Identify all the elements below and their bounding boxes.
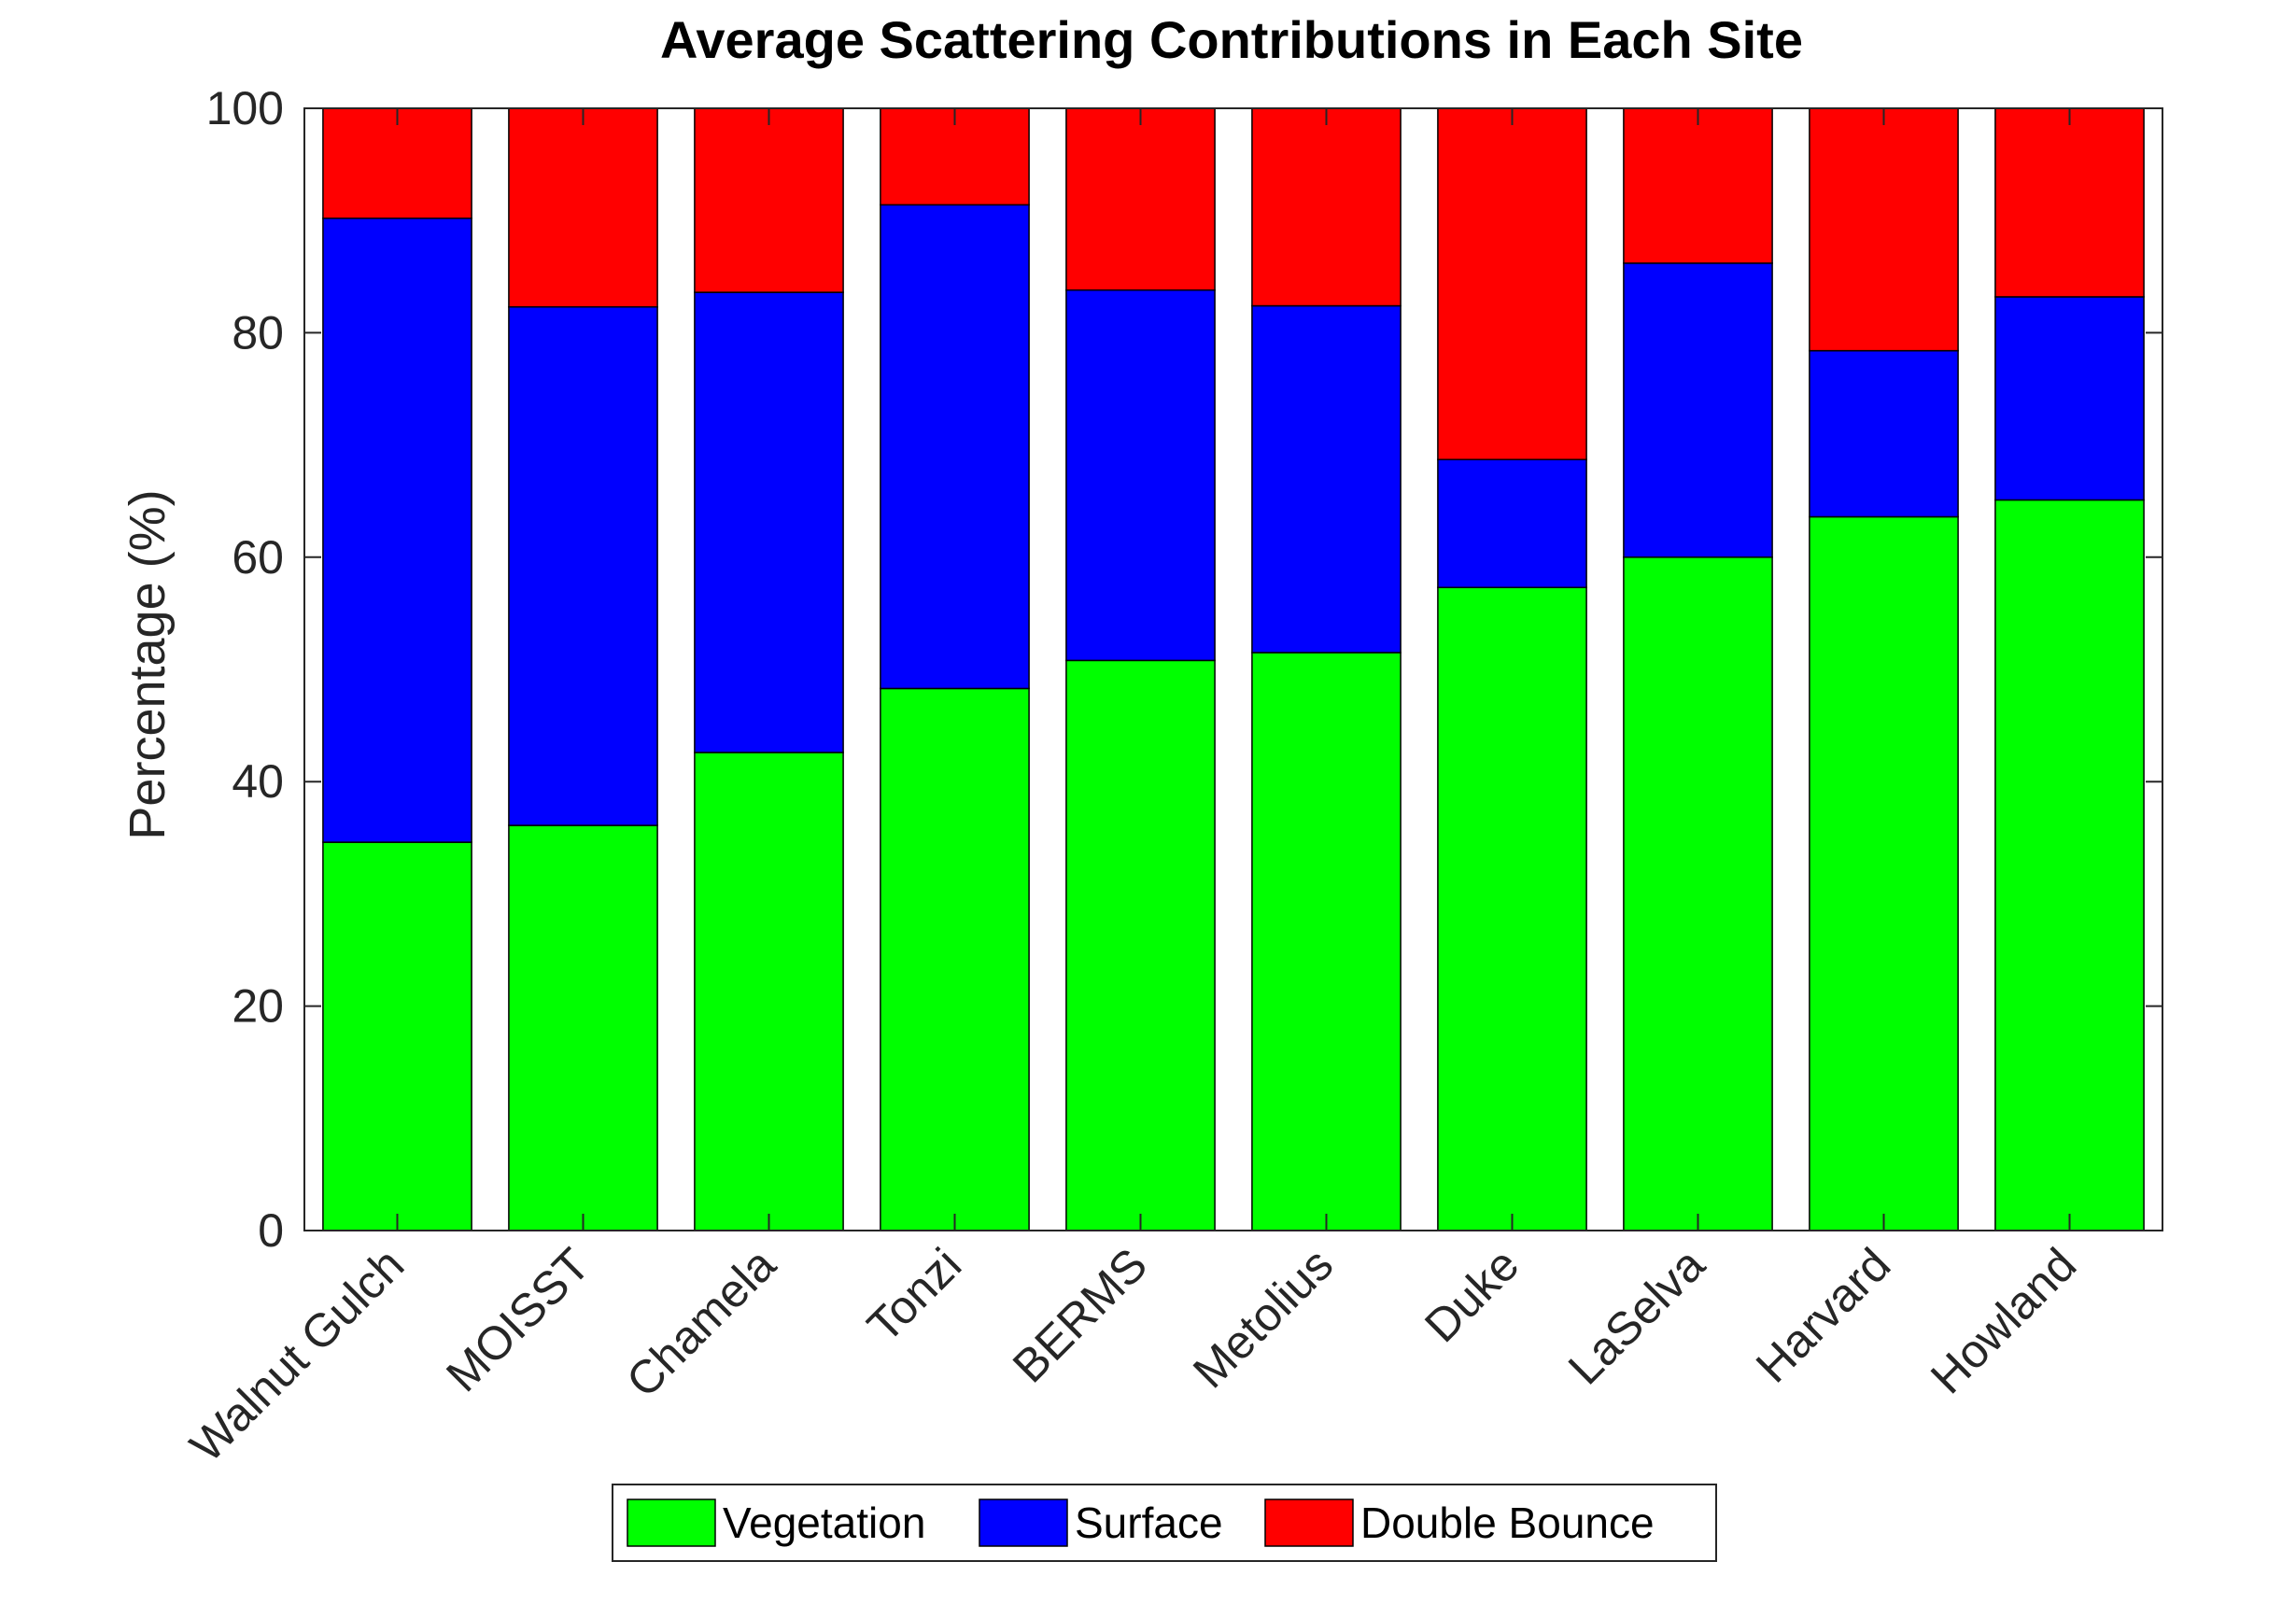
plot-frame <box>303 107 2163 1231</box>
legend-swatch-double-bounce <box>1264 1498 1354 1547</box>
legend-label-double-bounce: Double Bounce <box>1360 1498 1655 1547</box>
legend: Vegetation Surface Double Bounce <box>612 1484 1717 1562</box>
y-axis-label: Percentage (%) <box>120 489 176 839</box>
bar-vegetation-walnut-gulch <box>322 841 472 1231</box>
axes-layer <box>303 107 2163 1231</box>
bar-double-bounce-howland <box>1994 107 2145 298</box>
bar-vegetation-howland <box>1994 499 2145 1231</box>
bar-vegetation-metolius <box>1251 652 1402 1231</box>
legend-label-vegetation: Vegetation <box>723 1498 925 1547</box>
bar-surface-howland <box>1994 296 2145 501</box>
bar-vegetation-duke <box>1437 586 1587 1231</box>
bar-vegetation-harvard <box>1809 515 1959 1231</box>
y-tick-labels: 0 20 40 60 80 100 <box>206 82 284 1257</box>
y-tick-label: 40 <box>232 755 284 808</box>
y-tick-label: 100 <box>206 82 284 134</box>
bar-double-bounce-walnut-gulch <box>322 107 472 219</box>
bar-double-bounce-berms <box>1065 107 1216 291</box>
legend-swatch-vegetation <box>627 1498 716 1547</box>
legend-swatch-surface <box>979 1498 1068 1547</box>
bar-surface-laselva <box>1623 262 1773 558</box>
bar-surface-harvard <box>1809 349 1959 518</box>
bar-vegetation-laselva <box>1623 556 1773 1231</box>
legend-box <box>612 1484 1717 1562</box>
bar-surface-walnut-gulch <box>322 218 472 843</box>
bar-surface-metolius <box>1251 304 1402 654</box>
y-tick-label: 0 <box>258 1204 284 1257</box>
bar-surface-tonzi <box>880 204 1030 690</box>
bar-vegetation-berms <box>1065 659 1216 1231</box>
bar-double-bounce-harvard <box>1809 107 1959 352</box>
bars-layer <box>322 107 2145 1231</box>
bar-double-bounce-chamela <box>694 107 844 293</box>
bar-vegetation-chamela <box>694 752 844 1231</box>
legend-label-surface: Surface <box>1075 1498 1223 1547</box>
bar-double-bounce-laselva <box>1623 107 1773 264</box>
y-tick-label: 60 <box>232 531 284 584</box>
bar-surface-chamela <box>694 291 844 753</box>
bar-vegetation-tonzi <box>880 687 1030 1231</box>
bar-double-bounce-moisst <box>508 107 658 308</box>
bar-surface-moisst <box>508 306 658 826</box>
y-tick-label: 20 <box>232 980 284 1033</box>
y-tick-label: 80 <box>232 306 284 359</box>
bar-double-bounce-metolius <box>1251 107 1402 307</box>
bar-vegetation-moisst <box>508 824 658 1231</box>
bar-surface-berms <box>1065 288 1216 662</box>
bar-double-bounce-duke <box>1437 107 1587 460</box>
bar-surface-duke <box>1437 458 1587 589</box>
chart-title: Average Scattering Contributions in Each… <box>660 10 1803 69</box>
